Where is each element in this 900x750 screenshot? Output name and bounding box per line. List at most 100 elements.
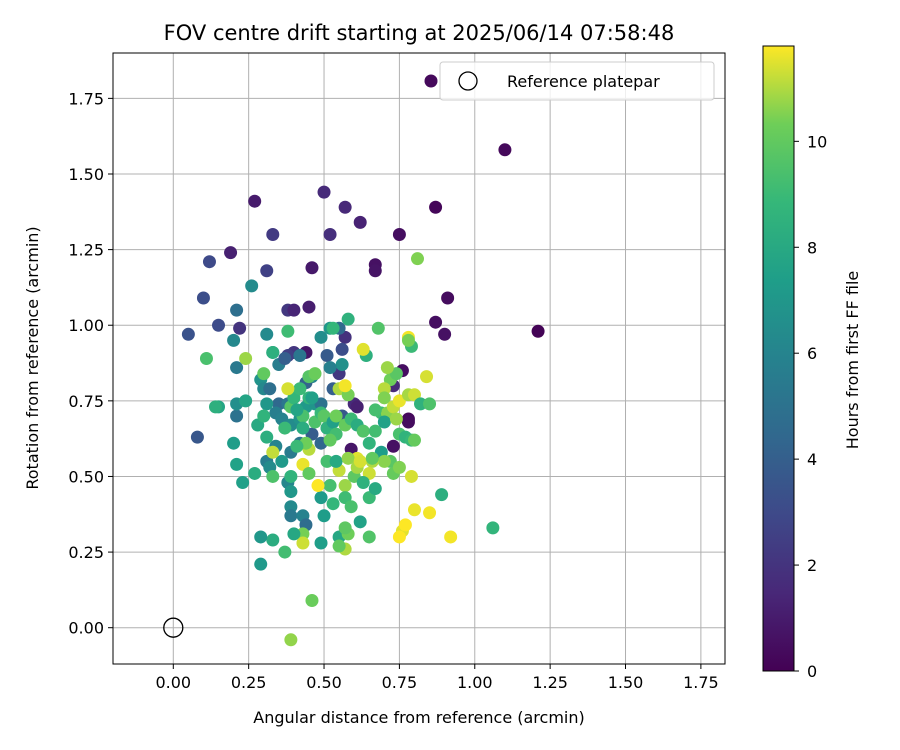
data-point (284, 633, 298, 647)
data-point (341, 312, 355, 326)
data-point (356, 342, 370, 356)
data-point (407, 433, 421, 447)
data-point (353, 515, 367, 529)
data-point (314, 536, 328, 550)
data-point (245, 279, 259, 293)
data-point (368, 264, 382, 278)
legend-entry-label: Reference platepar (507, 72, 660, 91)
colorbar-tick-label: 10 (807, 132, 827, 151)
data-point (368, 482, 382, 496)
data-point (362, 436, 376, 450)
data-point (486, 521, 500, 535)
legend-box (439, 61, 715, 101)
data-point (356, 476, 370, 490)
data-point (444, 530, 458, 544)
x-tick-label: 1.00 (457, 673, 493, 692)
data-point (317, 185, 331, 199)
data-point (335, 342, 349, 356)
y-tick-label: 0.50 (68, 467, 104, 486)
data-point (284, 485, 298, 499)
data-point (365, 451, 379, 465)
data-point (266, 533, 280, 547)
y-tick-label: 0.75 (68, 392, 104, 411)
data-point (260, 430, 274, 444)
colorbar-ticks: 0 2 4 6 8 10 (794, 132, 827, 681)
colorbar-tick-label: 6 (807, 344, 817, 363)
data-point (332, 539, 346, 553)
data-point (278, 352, 292, 365)
data-point (368, 424, 382, 438)
data-point (404, 469, 418, 483)
data-point (257, 367, 271, 381)
data-point (284, 469, 298, 483)
data-point (281, 324, 295, 338)
colorbar-tick-label: 4 (807, 450, 817, 469)
data-point (326, 497, 340, 511)
data-point (420, 370, 434, 384)
colorbar-tick-label: 0 (807, 662, 817, 681)
data-point (320, 348, 334, 362)
data-point (338, 479, 352, 493)
data-point (212, 318, 226, 332)
data-point (308, 367, 322, 381)
data-point (239, 394, 253, 408)
data-point (344, 500, 358, 514)
data-point (227, 333, 241, 347)
data-point (266, 445, 280, 459)
data-point (278, 545, 292, 559)
data-point (275, 454, 289, 468)
y-tick-label: 1.50 (68, 165, 104, 184)
data-point (329, 454, 343, 468)
data-point (392, 460, 406, 474)
data-point (196, 291, 210, 305)
data-point (227, 436, 241, 450)
data-point (368, 403, 382, 417)
data-point (296, 421, 310, 435)
data-point (435, 488, 449, 502)
data-point (407, 503, 421, 517)
data-point (209, 400, 223, 414)
data-point (260, 397, 274, 411)
data-point (338, 379, 352, 393)
x-tick-label: 0.50 (306, 673, 342, 692)
data-point (323, 433, 337, 447)
data-point (287, 303, 301, 317)
data-point (371, 321, 385, 335)
x-tick-label: 1.50 (608, 673, 644, 692)
data-point (356, 424, 370, 438)
y-tick-label: 0.25 (68, 543, 104, 562)
data-point (323, 227, 337, 241)
data-point (377, 391, 391, 405)
data-point (199, 352, 213, 365)
data-point (266, 227, 280, 241)
y-tick-label: 1.75 (68, 89, 104, 108)
colorbar (762, 45, 795, 672)
data-point (386, 439, 400, 453)
data-point (317, 509, 331, 523)
x-axis-ticks: 0.00 0.25 0.50 0.75 1.00 1.25 1.50 1.75 (155, 664, 719, 692)
data-point (377, 454, 391, 468)
colorbar-tick-label: 8 (807, 238, 817, 257)
data-point (260, 264, 274, 278)
data-point (377, 382, 391, 396)
data-point (254, 530, 268, 544)
data-point (287, 527, 301, 541)
data-point (296, 527, 310, 541)
data-point (320, 454, 334, 468)
data-point (323, 361, 337, 375)
reference-point-marker (163, 617, 184, 638)
colorbar-tick-label: 2 (807, 556, 817, 575)
data-point (181, 327, 195, 341)
x-tick-label: 0.00 (155, 673, 191, 692)
data-point (263, 382, 277, 396)
data-point (230, 457, 244, 471)
data-point (410, 252, 424, 266)
data-point (350, 400, 364, 414)
x-axis-label: Angular distance from reference (arcmin) (253, 708, 584, 727)
data-point (429, 200, 443, 214)
data-point (362, 530, 376, 544)
data-point (392, 227, 406, 241)
chart-title: FOV centre drift starting at 2025/06/14 … (164, 21, 675, 45)
data-point (380, 361, 394, 375)
data-point (190, 430, 204, 444)
